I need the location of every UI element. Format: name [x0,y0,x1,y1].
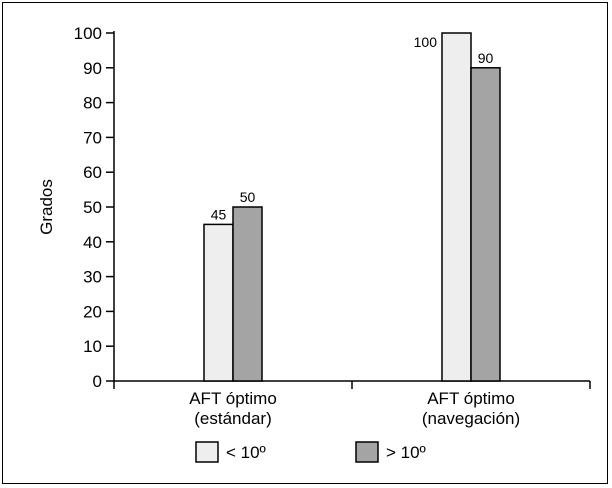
y-tick-label: 70 [83,128,102,147]
bar-gt10 [470,67,501,382]
y-tick-label: 0 [93,372,102,391]
legend-swatch-gt10 [355,441,379,463]
category-label-line1: AFT óptimo [427,389,515,408]
y-tick-label: 10 [83,337,102,356]
category-label-line1: AFT óptimo [189,389,277,408]
y-tick-label: 40 [83,233,102,252]
bar-gt10 [232,206,263,382]
category-label-line2: (estándar) [194,409,271,428]
legend-label-gt10: > 10º [386,443,426,462]
data-label: 100 [414,34,438,50]
y-tick-label: 60 [83,163,102,182]
y-axis-title: Grados [37,179,56,235]
bar-lt10 [203,223,234,382]
chart-frame [2,2,608,484]
category-label-line2: (navegación) [422,409,520,428]
y-tick-label: 50 [83,198,102,217]
y-tick-label: 100 [74,24,102,43]
y-tick-label: 30 [83,268,102,287]
legend-label-lt10: < 10º [226,443,266,462]
y-tick-label: 20 [83,302,102,321]
data-label: 45 [211,206,227,222]
bar-lt10 [441,32,472,382]
data-label: 50 [240,189,256,205]
y-tick-label: 90 [83,59,102,78]
legend-swatch-lt10 [195,441,219,463]
y-tick-label: 80 [83,94,102,113]
data-label: 90 [478,50,494,66]
